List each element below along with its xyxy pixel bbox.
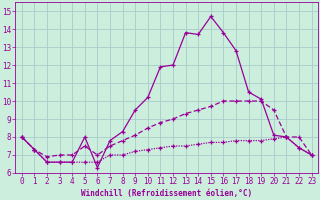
X-axis label: Windchill (Refroidissement éolien,°C): Windchill (Refroidissement éolien,°C): [81, 189, 252, 198]
